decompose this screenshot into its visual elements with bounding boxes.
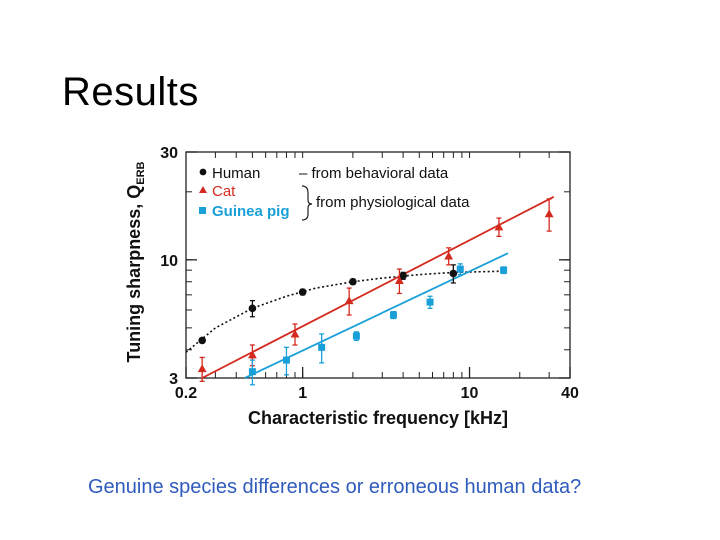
legend-behavioral-note: – from behavioral data (299, 165, 449, 182)
legend-guinea-pig-marker (199, 207, 206, 214)
legend-cat-marker (199, 186, 207, 193)
y-tick-label: 10 (160, 253, 178, 270)
legend-brace (301, 185, 313, 221)
legend: Human Cat Guinea pig – from behavioral d… (199, 165, 470, 221)
human-point (198, 336, 206, 345)
axis-ticks: 0.2 1 10 40 3 10 30 (160, 145, 579, 402)
cat-point (395, 276, 404, 285)
cat-fit-line (201, 195, 555, 379)
legend-guinea-pig-label: Guinea pig (212, 203, 290, 220)
chart: 0.2 1 10 40 3 10 30 Human Cat Guinea pig – fro… (124, 145, 579, 428)
human-point (449, 269, 458, 278)
y-axis-label-subscript: ERB (135, 161, 147, 184)
guinea-pig-point (248, 368, 256, 376)
legend-cat-label: Cat (212, 183, 236, 200)
cat-point (444, 251, 454, 260)
x-tick-label: 40 (561, 385, 579, 402)
guinea-pig-point (282, 356, 290, 364)
legend-human-label: Human (212, 165, 260, 182)
legend-physiological-note: from physiological data (316, 194, 470, 211)
guinea-pig-point (500, 266, 508, 274)
human-point (399, 271, 407, 280)
human-point (298, 288, 307, 296)
human-point (349, 277, 357, 286)
data-points (197, 198, 554, 386)
x-tick-label: 10 (461, 385, 479, 402)
plot-frame (185, 151, 571, 379)
y-axis-label: Tuning sharpness, QERB (124, 161, 147, 362)
cat-point (248, 350, 257, 359)
x-axis-label: Characteristic frequency [kHz] (248, 408, 508, 428)
legend-human-marker (199, 168, 207, 176)
caption: Genuine species differences or erroneous… (88, 476, 582, 498)
guinea-pig-point (389, 311, 397, 319)
cat-point (197, 364, 207, 373)
y-tick-label: 30 (160, 145, 178, 162)
slide-title: Results (62, 70, 199, 114)
guinea-pig-point (318, 343, 326, 351)
y-axis-label-main: Tuning sharpness, Q (124, 185, 144, 363)
human-point (248, 304, 257, 313)
x-tick-label: 1 (298, 385, 307, 402)
x-tick-label: 0.2 (175, 385, 197, 402)
cat-point (544, 209, 554, 218)
guinea-pig-point (456, 265, 464, 273)
guinea-pig-point (352, 332, 360, 340)
y-tick-label: 3 (169, 371, 178, 388)
cat-point (290, 329, 300, 338)
cat-point (494, 222, 504, 231)
cat-point (344, 296, 354, 305)
plot-border (185, 151, 571, 379)
human-fit-line (185, 270, 499, 353)
guinea-pig-point (426, 298, 434, 306)
axis-labels: Characteristic frequency [kHz] Tuning sh… (124, 161, 508, 428)
